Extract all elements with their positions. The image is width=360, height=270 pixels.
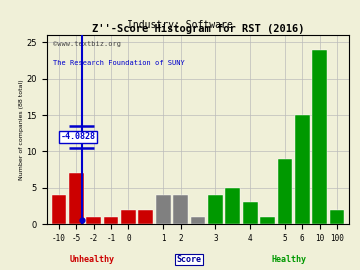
Bar [156, 195, 171, 224]
Text: Healthy: Healthy [271, 255, 306, 264]
Bar [173, 195, 188, 224]
Bar [243, 202, 257, 224]
Bar [69, 173, 84, 224]
Y-axis label: Number of companies (88 total): Number of companies (88 total) [19, 79, 24, 180]
Bar [139, 210, 153, 224]
Bar [225, 188, 240, 224]
Bar [86, 217, 101, 224]
Bar [278, 159, 292, 224]
Text: ©www.textbiz.org: ©www.textbiz.org [53, 41, 121, 47]
Bar [208, 195, 223, 224]
Title: Z''-Score Histogram for RST (2016): Z''-Score Histogram for RST (2016) [92, 24, 304, 34]
Bar [260, 217, 275, 224]
Text: Unhealthy: Unhealthy [70, 255, 114, 264]
Text: -4.0828: -4.0828 [61, 132, 96, 141]
Bar [121, 210, 136, 224]
Text: The Research Foundation of SUNY: The Research Foundation of SUNY [53, 60, 185, 66]
Text: Score: Score [176, 255, 202, 264]
Bar [104, 217, 118, 224]
Bar [330, 210, 345, 224]
Bar [295, 115, 310, 224]
Bar [51, 195, 66, 224]
Bar [312, 50, 327, 224]
Text: Industry: Software: Industry: Software [127, 20, 233, 30]
Bar [190, 217, 206, 224]
